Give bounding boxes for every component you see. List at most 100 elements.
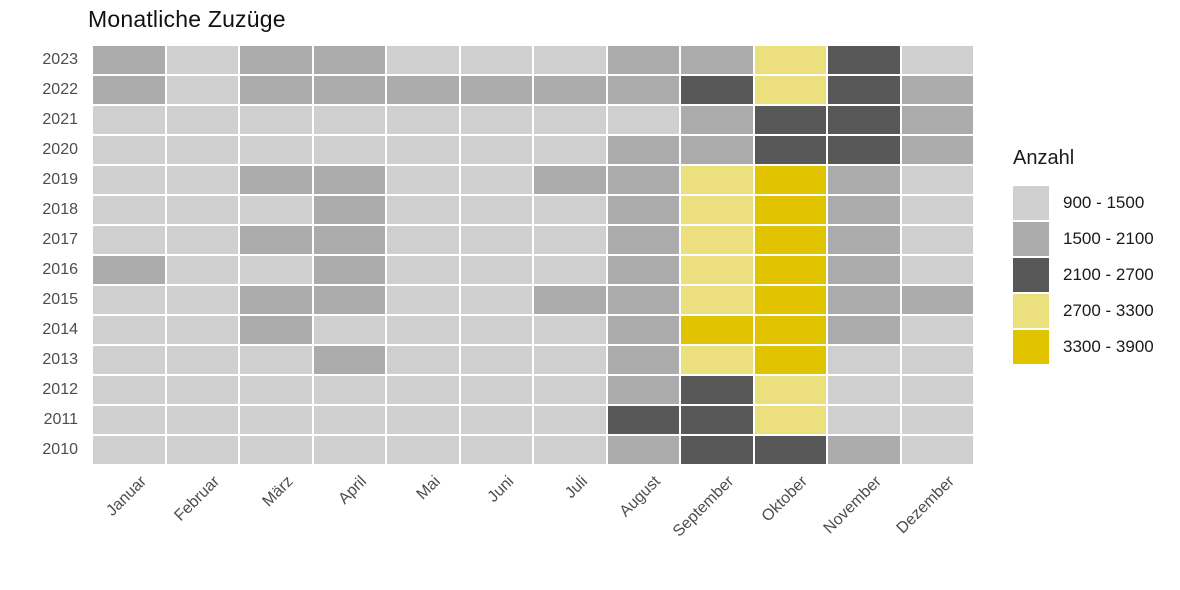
heatmap-cell: [534, 226, 606, 254]
heatmap-cell: [681, 136, 753, 164]
legend-item: 2700 - 3300: [1013, 294, 1154, 328]
legend-label: 3300 - 3900: [1063, 337, 1154, 356]
heatmap-cell: [460, 346, 532, 374]
heatmap-cell: [460, 316, 532, 344]
heatmap-cell: [534, 256, 606, 284]
x-axis-label: Juni: [484, 473, 518, 506]
heatmap-cell: [901, 436, 973, 464]
heatmap-cell: [460, 76, 532, 104]
heatmap-cell: [387, 166, 459, 194]
heatmap-cell: [828, 436, 900, 464]
heatmap-cell: [901, 286, 973, 314]
heatmap-cell: [681, 286, 753, 314]
heatmap-cell: [754, 46, 826, 74]
x-axis-label: November: [820, 473, 885, 538]
heatmap-cell: [93, 196, 165, 224]
heatmap-cell: [313, 316, 385, 344]
heatmap-cell: [681, 106, 753, 134]
x-axis-label: Februar: [171, 473, 224, 525]
heatmap-cell: [93, 136, 165, 164]
heatmap-cell: [166, 166, 238, 194]
heatmap-cell: [607, 136, 679, 164]
heatmap-cell: [166, 136, 238, 164]
heatmap-cell: [828, 136, 900, 164]
heatmap-cell: [828, 226, 900, 254]
heatmap-cell: [754, 256, 826, 284]
heatmap-cell: [754, 196, 826, 224]
heatmap-cell: [754, 406, 826, 434]
heatmap-cell: [313, 76, 385, 104]
heatmap-cell: [754, 76, 826, 104]
heatmap-cell: [240, 76, 312, 104]
heatmap-cell: [240, 436, 312, 464]
heatmap-cell: [534, 136, 606, 164]
heatmap-cell: [313, 136, 385, 164]
heatmap-panel: [93, 46, 973, 464]
heatmap-cell: [534, 316, 606, 344]
y-axis-label: 2016: [42, 261, 78, 278]
x-axis-label: September: [670, 473, 738, 541]
heatmap-cell: [460, 226, 532, 254]
heatmap-cell: [313, 436, 385, 464]
heatmap-cell: [166, 106, 238, 134]
heatmap-cell: [460, 406, 532, 434]
heatmap-cell: [607, 166, 679, 194]
heatmap-cell: [387, 376, 459, 404]
heatmap-cell: [387, 136, 459, 164]
heatmap-cell: [460, 436, 532, 464]
heatmap-cell: [313, 376, 385, 404]
legend-swatch: [1013, 294, 1049, 328]
y-axis-label: 2015: [42, 291, 78, 308]
heatmap-cell: [240, 256, 312, 284]
heatmap-cell: [534, 286, 606, 314]
heatmap-cell: [166, 406, 238, 434]
heatmap-cell: [387, 256, 459, 284]
heatmap-cell: [534, 346, 606, 374]
heatmap-cell: [460, 136, 532, 164]
chart-title: Monatliche Zuzüge: [88, 6, 286, 32]
y-axis-label: 2019: [42, 171, 78, 188]
heatmap-cell: [607, 226, 679, 254]
heatmap-cell: [240, 136, 312, 164]
heatmap-cell: [387, 286, 459, 314]
legend-swatch: [1013, 222, 1049, 256]
heatmap-cell: [460, 196, 532, 224]
legend-title: Anzahl: [1013, 147, 1075, 169]
heatmap-cell: [534, 376, 606, 404]
y-axis-label: 2023: [42, 51, 78, 68]
heatmap-cell: [754, 136, 826, 164]
legend-label: 900 - 1500: [1063, 193, 1145, 212]
heatmap-cell: [828, 46, 900, 74]
x-axis-label: August: [617, 473, 665, 521]
heatmap-cell: [387, 46, 459, 74]
heatmap-cell: [607, 406, 679, 434]
heatmap-cell: [901, 76, 973, 104]
heatmap-cell: [93, 76, 165, 104]
legend-swatch: [1013, 258, 1049, 292]
heatmap-cell: [534, 436, 606, 464]
heatmap-cell: [313, 256, 385, 284]
heatmap-cell: [534, 106, 606, 134]
heatmap-cell: [828, 196, 900, 224]
heatmap-cell: [460, 166, 532, 194]
heatmap-cell: [313, 106, 385, 134]
y-axis-label: 2018: [42, 201, 78, 218]
legend-item: 2100 - 2700: [1013, 258, 1154, 292]
heatmap-cell: [901, 106, 973, 134]
heatmap-cell: [534, 46, 606, 74]
heatmap-cell: [460, 286, 532, 314]
heatmap-cell: [166, 76, 238, 104]
heatmap-cell: [754, 316, 826, 344]
heatmap-cell: [93, 376, 165, 404]
heatmap-cell: [681, 376, 753, 404]
heatmap-cell: [313, 286, 385, 314]
heatmap-cell: [754, 346, 826, 374]
heatmap-cell: [93, 286, 165, 314]
y-axis-label: 2013: [42, 351, 78, 368]
heatmap-cell: [681, 316, 753, 344]
x-axis-label: Juli: [561, 473, 591, 503]
heatmap-cell: [901, 376, 973, 404]
legend-swatch: [1013, 186, 1049, 220]
heatmap-cell: [387, 196, 459, 224]
